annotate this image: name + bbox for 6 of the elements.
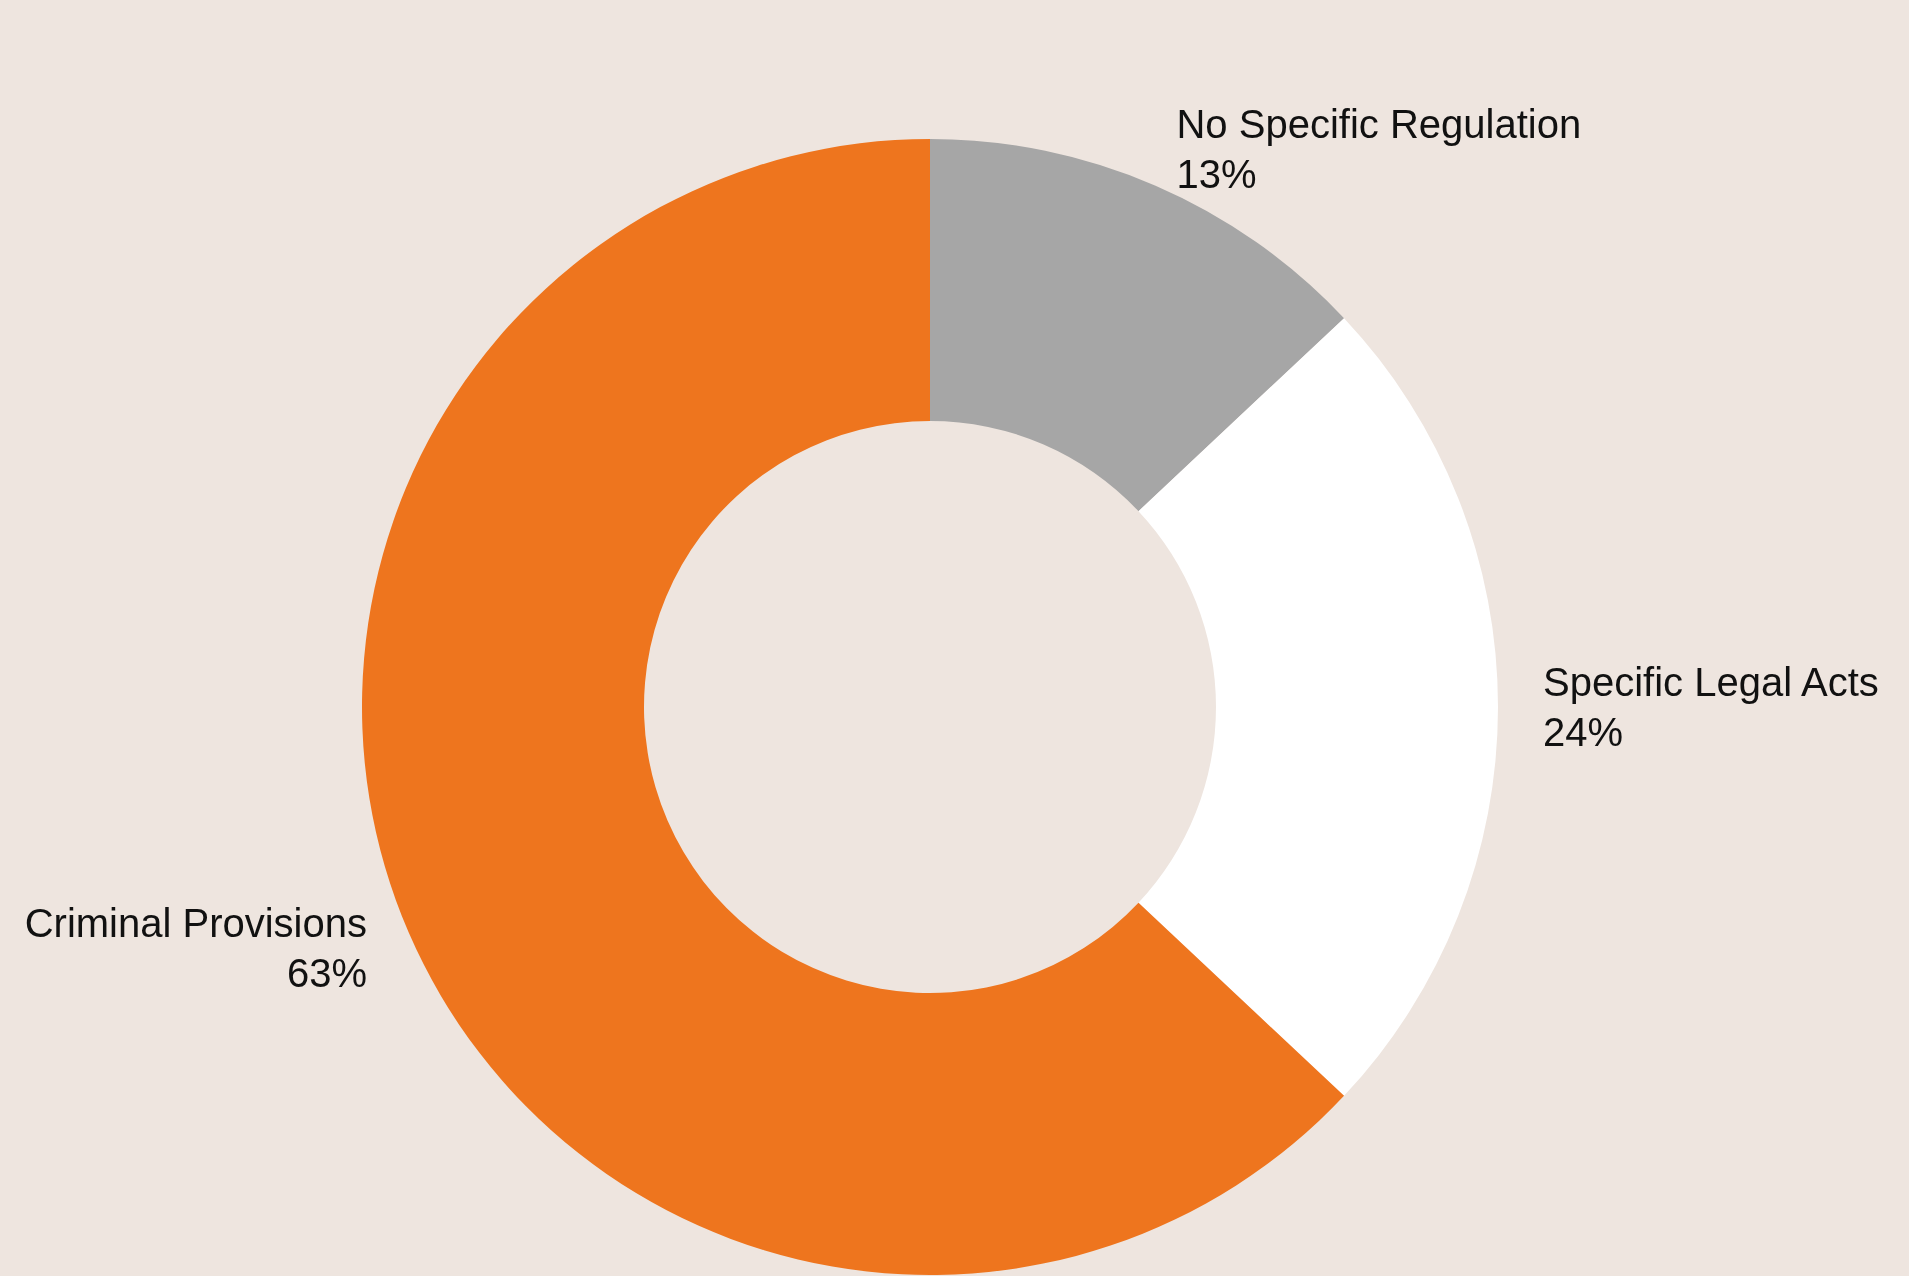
data-label: 13% bbox=[1176, 152, 1257, 197]
slice-label: Criminal Provisions bbox=[24, 901, 368, 946]
data-label: 63% bbox=[286, 951, 368, 996]
slice-label: No Specific Regulation bbox=[1176, 102, 1582, 147]
slice-label: Specific Legal Acts bbox=[1543, 660, 1879, 704]
data-label: 24% bbox=[1543, 710, 1624, 754]
